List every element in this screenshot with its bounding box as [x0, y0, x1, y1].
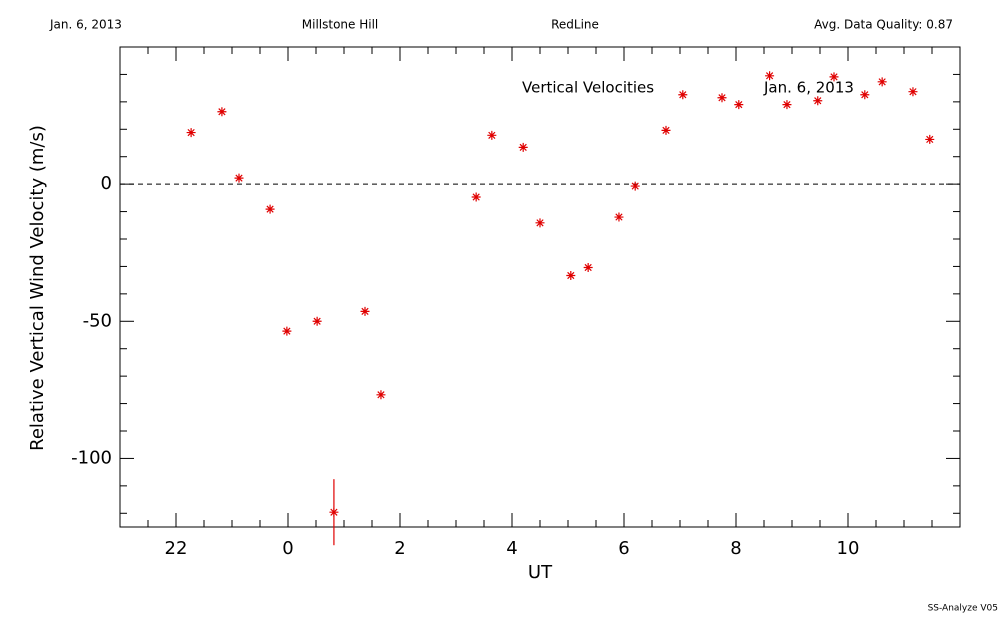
- point: [217, 107, 227, 117]
- y-tick-label: 0: [101, 173, 112, 194]
- point: [877, 77, 887, 87]
- point: [376, 390, 386, 400]
- point: [678, 90, 688, 100]
- point: [614, 212, 624, 222]
- annotation: Jan. 6, 2013: [763, 79, 854, 97]
- x-tick-label: 22: [165, 538, 188, 559]
- point: [518, 142, 528, 152]
- header-line: RedLine: [551, 18, 599, 32]
- point: [329, 507, 339, 517]
- point: [360, 306, 370, 316]
- plot-frame: [119, 46, 961, 528]
- point: [908, 87, 918, 97]
- point: [782, 100, 792, 110]
- x-tick-label: 0: [282, 538, 293, 559]
- y-tick-label: -100: [71, 447, 112, 468]
- point: [471, 192, 481, 202]
- x-tick-label: 4: [506, 538, 517, 559]
- point: [813, 96, 823, 106]
- x-tick-label: 10: [837, 538, 860, 559]
- point: [186, 128, 196, 138]
- y-axis-label: Relative Vertical Wind Velocity (m/s): [27, 125, 48, 451]
- point: [487, 130, 497, 140]
- point: [717, 93, 727, 103]
- point: [312, 316, 322, 326]
- x-tick-label: 2: [394, 538, 405, 559]
- point: [734, 100, 744, 110]
- header-quality: Avg. Data Quality: 0.87: [814, 18, 953, 32]
- point: [829, 72, 839, 82]
- point: [630, 181, 640, 191]
- point: [282, 326, 292, 336]
- point: [860, 90, 870, 100]
- x-tick-label: 8: [730, 538, 741, 559]
- annotation: Vertical Velocities: [522, 79, 654, 97]
- point: [234, 173, 244, 183]
- point: [661, 125, 671, 135]
- point: [925, 134, 935, 144]
- point: [566, 270, 576, 280]
- header-date: Jan. 6, 2013: [49, 18, 122, 32]
- y-tick-label: -50: [83, 310, 112, 331]
- header-site: Millstone Hill: [302, 18, 378, 32]
- footer: SS-Analyze V05: [928, 604, 998, 614]
- x-axis-label: UT: [528, 562, 553, 583]
- point: [535, 218, 545, 228]
- point: [265, 204, 275, 214]
- point: [765, 71, 775, 81]
- x-tick-label: 6: [618, 538, 629, 559]
- point: [583, 263, 593, 273]
